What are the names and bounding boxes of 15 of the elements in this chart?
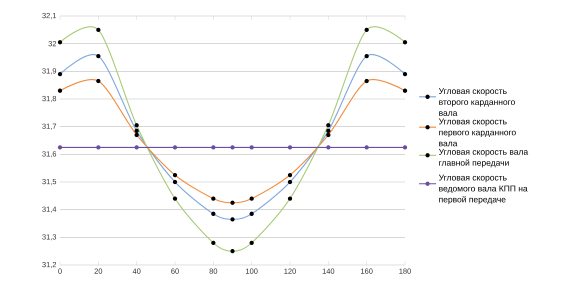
legend-label: Угловая скорость второго карданного вала <box>438 88 515 116</box>
point <box>288 145 292 150</box>
point <box>230 145 235 150</box>
point <box>211 145 216 150</box>
legend-label: Угловая скорость ведомого вала КПП на первой передаче <box>438 174 528 204</box>
legend-label: Угловая скорость вала главной передачи <box>438 148 528 168</box>
point <box>326 145 330 150</box>
point <box>58 145 62 150</box>
point <box>250 145 254 150</box>
legend-label: Угловая скорость первого карданного вала <box>438 118 516 146</box>
point <box>134 145 139 150</box>
point <box>364 145 369 150</box>
point <box>96 145 100 150</box>
point <box>402 145 408 150</box>
point <box>172 145 178 150</box>
